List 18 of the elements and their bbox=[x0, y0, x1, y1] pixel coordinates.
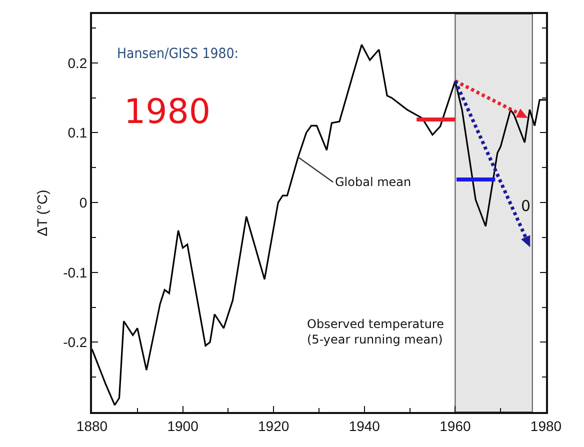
annotation: Observed temperature (5-year running mean) bbox=[307, 317, 444, 347]
y-tick-label: 0.1 bbox=[68, 124, 88, 141]
x-tick-label: 1960 bbox=[440, 418, 471, 434]
x-tick-label: 1920 bbox=[258, 418, 290, 434]
annotation: Hansen/GISS 1980: bbox=[117, 46, 238, 62]
y-tick-label: -0.1 bbox=[63, 264, 88, 280]
annotation: 1980 bbox=[124, 92, 211, 132]
y-axis-title: ΔT (°C) bbox=[34, 190, 50, 236]
y-tick-label: 0 bbox=[79, 194, 88, 210]
annotation: 0 bbox=[521, 197, 531, 215]
x-tick-label: 1880 bbox=[76, 418, 108, 434]
annotation: Global mean bbox=[335, 175, 412, 189]
x-tick-label: 1940 bbox=[348, 418, 380, 434]
x-tick-label: 1980 bbox=[530, 418, 562, 434]
line-series bbox=[92, 44, 546, 406]
y-tick-label: -0.2 bbox=[63, 334, 88, 350]
y-tick-label: 0.2 bbox=[68, 54, 88, 71]
x-tick-label: 1900 bbox=[167, 418, 199, 434]
